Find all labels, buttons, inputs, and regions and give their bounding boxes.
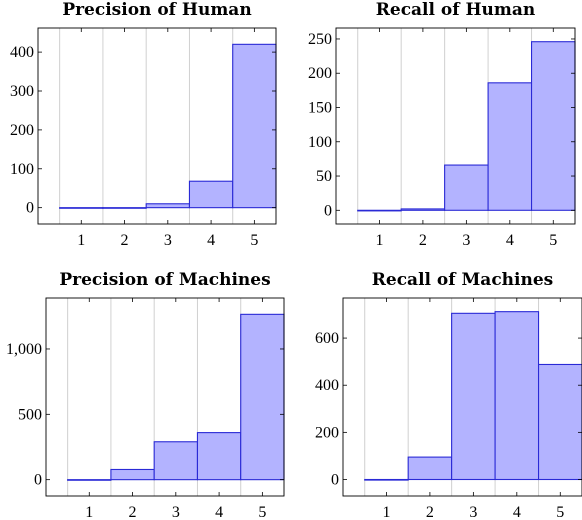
- chart-panel: 1 2 3 4 5 0 200 400 600 Recall of Machines: [315, 270, 582, 520]
- y-tick-label: 0: [26, 200, 34, 217]
- x-tick-label: 1: [375, 232, 383, 249]
- chart-title: Precision of Machines: [59, 270, 270, 290]
- x-tick-label: 2: [419, 232, 427, 249]
- x-tick-label: 3: [469, 504, 477, 520]
- bar-3: [451, 312, 496, 481]
- y-tick-label: 1,000: [6, 341, 42, 358]
- plot-frame: [37, 27, 277, 225]
- x-tick-label: 5: [258, 504, 266, 520]
- chart-panel: 1 2 3 4 5 0 500 1,000 Precision of Machines: [6, 270, 285, 520]
- chart-title: Precision of Human: [62, 0, 251, 20]
- y-tick-label: 400: [10, 44, 34, 61]
- y-tick-label: 50: [316, 168, 332, 185]
- plot-frame: [335, 27, 576, 225]
- x-tick-label: 4: [506, 232, 514, 249]
- bar-4: [196, 432, 242, 481]
- x-tick-label: 5: [556, 504, 564, 520]
- y-tick-label: 250: [308, 31, 332, 48]
- chart-title: Recall of Machines: [372, 270, 553, 290]
- y-tick-label: 150: [308, 99, 332, 116]
- x-tick-label: 3: [164, 232, 172, 249]
- y-tick-label: 200: [315, 424, 339, 441]
- y-tick-label: 400: [315, 377, 339, 394]
- x-tick-label: 2: [426, 504, 434, 520]
- y-tick-label: 200: [10, 122, 34, 139]
- y-tick-label: 0: [324, 202, 332, 219]
- y-tick-label: 200: [308, 65, 332, 82]
- bar-3: [145, 203, 191, 209]
- bar-4: [188, 180, 234, 209]
- bar-2: [110, 468, 155, 481]
- bar-5: [537, 363, 582, 481]
- x-tick-label: 3: [172, 504, 180, 520]
- x-tick-label: 5: [549, 232, 557, 249]
- y-tick-label: 100: [308, 134, 332, 151]
- y-tick-label: 0: [331, 472, 339, 489]
- bar-5: [232, 43, 277, 209]
- bar-2: [102, 207, 147, 209]
- bar-2: [400, 208, 446, 211]
- bar-1: [357, 209, 402, 212]
- y-tick-label: 100: [10, 161, 34, 178]
- bar-5: [530, 41, 576, 211]
- bar-4: [494, 311, 540, 481]
- x-tick-label: 1: [382, 504, 390, 520]
- bar-1: [59, 207, 104, 209]
- chart-panel: 1 2 3 4 5 0 100 200 300 400 Precision of Human: [10, 0, 277, 249]
- bar-1: [67, 479, 112, 481]
- plot-frame: [342, 297, 582, 497]
- x-tick-label: 2: [121, 232, 129, 249]
- plot-frame: [45, 297, 285, 497]
- bar-4: [487, 82, 533, 211]
- x-tick-label: 2: [129, 504, 137, 520]
- y-tick-label: 0: [34, 472, 42, 489]
- x-tick-label: 5: [250, 232, 258, 249]
- bar-2: [407, 456, 453, 481]
- y-tick-label: 300: [10, 83, 34, 100]
- x-tick-label: 4: [207, 232, 215, 249]
- y-tick-label: 500: [18, 406, 42, 423]
- x-tick-label: 4: [513, 504, 521, 520]
- x-tick-label: 4: [215, 504, 223, 520]
- y-tick-label: 600: [315, 330, 339, 347]
- x-tick-label: 3: [462, 232, 470, 249]
- bar-3: [444, 164, 489, 211]
- bar-5: [240, 313, 285, 481]
- x-tick-label: 1: [77, 232, 85, 249]
- bar-3: [153, 441, 199, 481]
- bar-1: [364, 478, 409, 481]
- chart-title: Recall of Human: [376, 0, 536, 20]
- x-tick-label: 1: [85, 504, 93, 520]
